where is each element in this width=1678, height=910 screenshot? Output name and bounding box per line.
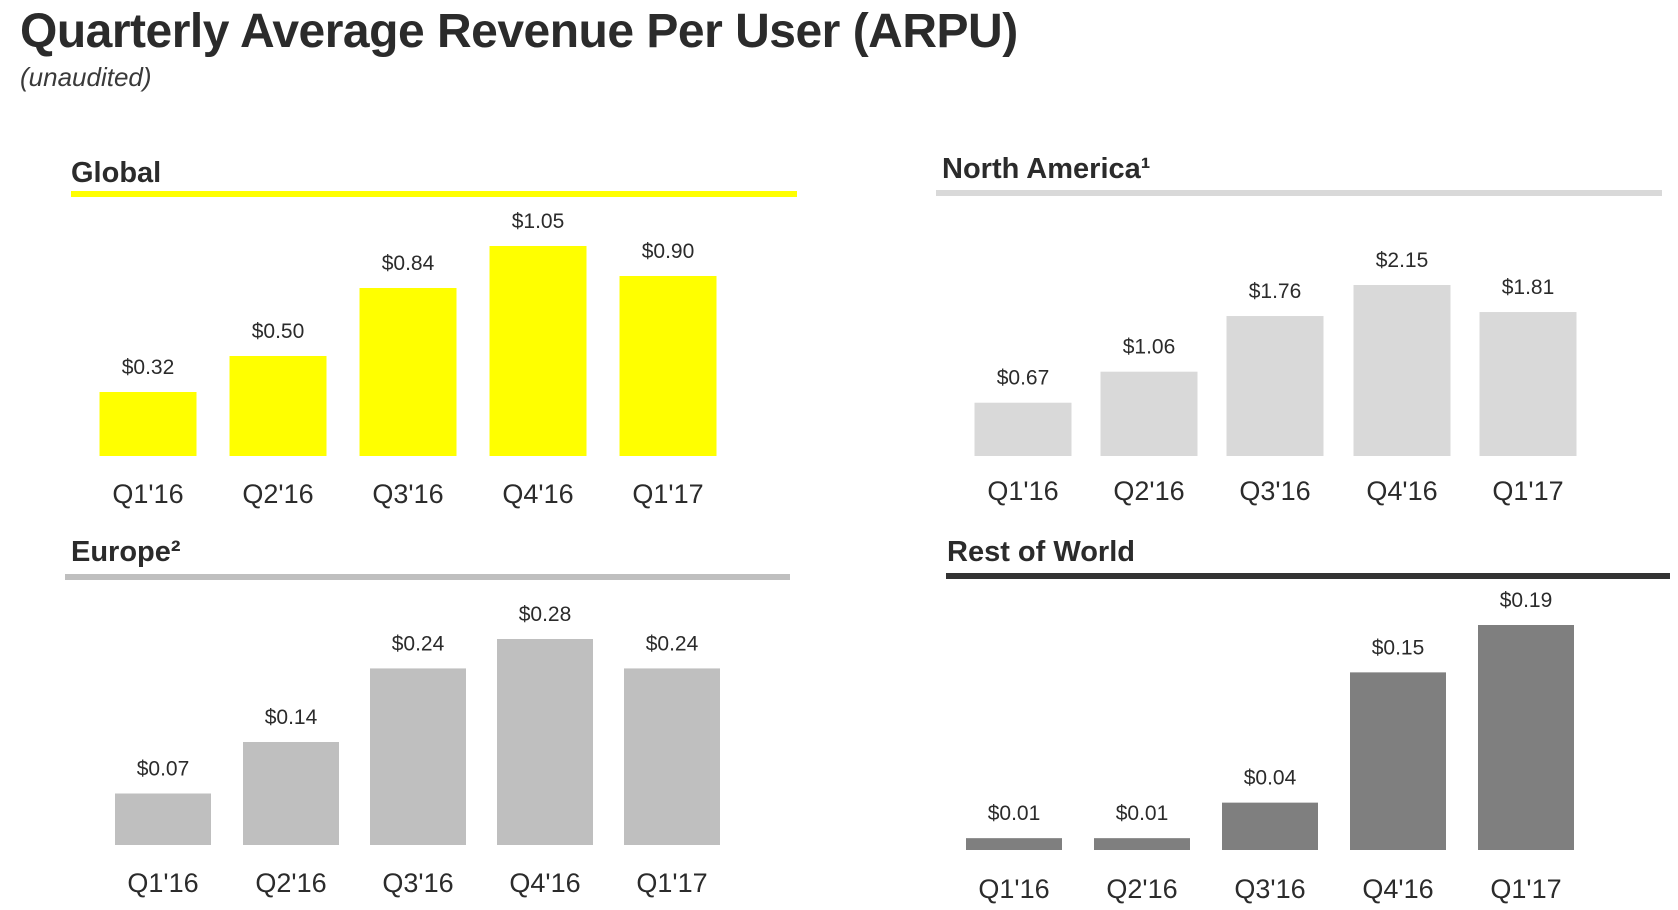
category-label-north-america: Q2'16 xyxy=(1113,476,1184,506)
bar-north-america xyxy=(974,402,1072,456)
bar-global xyxy=(99,392,197,456)
value-label-europe: $0.28 xyxy=(519,603,572,626)
bar-north-america xyxy=(1226,316,1324,456)
value-label-global: $0.84 xyxy=(382,252,435,275)
panel-title-europe: Europe² xyxy=(71,536,181,568)
value-label-europe: $0.24 xyxy=(646,632,699,655)
bar-north-america xyxy=(1353,285,1451,456)
bar-europe xyxy=(243,742,339,845)
category-label-europe: Q3'16 xyxy=(382,868,453,898)
value-label-rest-of-world: $0.04 xyxy=(1244,767,1297,790)
category-label-global: Q2'16 xyxy=(242,479,313,509)
bar-global xyxy=(489,246,587,456)
value-label-north-america: $2.15 xyxy=(1376,249,1429,272)
value-label-north-america: $0.67 xyxy=(997,367,1050,390)
value-label-global: $0.90 xyxy=(642,240,695,263)
value-label-rest-of-world: $0.15 xyxy=(1372,636,1425,659)
category-label-rest-of-world: Q1'16 xyxy=(978,874,1049,904)
bar-global xyxy=(359,288,457,456)
panel-title-north-america: North America¹ xyxy=(942,153,1150,185)
panel-title-rest-of-world: Rest of World xyxy=(947,536,1135,568)
category-label-europe: Q4'16 xyxy=(509,868,580,898)
bar-north-america xyxy=(1479,312,1577,456)
category-label-north-america: Q1'17 xyxy=(1492,476,1563,506)
value-label-north-america: $1.76 xyxy=(1249,280,1302,303)
category-label-rest-of-world: Q4'16 xyxy=(1362,874,1433,904)
category-label-north-america: Q4'16 xyxy=(1366,476,1437,506)
value-label-europe: $0.07 xyxy=(137,758,190,781)
bar-rest-of-world xyxy=(1222,802,1318,850)
panel-title-global: Global xyxy=(71,157,161,189)
category-label-rest-of-world: Q3'16 xyxy=(1234,874,1305,904)
category-label-global: Q1'16 xyxy=(112,479,183,509)
category-label-global: Q3'16 xyxy=(372,479,443,509)
panel-north-america: North America¹ $0.67 Q1'16 $1.06 Q2'16 $1.76 Q… xyxy=(936,153,1662,506)
category-label-europe: Q1'16 xyxy=(127,868,198,898)
value-label-global: $0.32 xyxy=(122,356,175,379)
bar-rest-of-world xyxy=(1350,672,1446,850)
value-label-rest-of-world: $0.01 xyxy=(988,802,1041,825)
category-label-rest-of-world: Q1'17 xyxy=(1490,874,1561,904)
category-label-global: Q4'16 xyxy=(502,479,573,509)
panel-rest-of-world: Rest of World $0.01 Q1'16 $0.01 Q2'16 $0.04 Q3… xyxy=(946,536,1670,904)
value-label-europe: $0.24 xyxy=(392,632,445,655)
bar-europe xyxy=(370,668,466,845)
category-label-europe: Q2'16 xyxy=(255,868,326,898)
bar-europe xyxy=(497,639,593,845)
bar-north-america xyxy=(1100,371,1198,456)
value-label-north-america: $1.06 xyxy=(1123,336,1176,359)
category-label-north-america: Q1'16 xyxy=(987,476,1058,506)
value-label-north-america: $1.81 xyxy=(1502,276,1555,299)
category-label-europe: Q1'17 xyxy=(636,868,707,898)
panel-europe: Europe² $0.07 Q1'16 $0.14 Q2'16 $0.24 Q3'16 $0.… xyxy=(65,536,790,898)
value-label-global: $1.05 xyxy=(512,210,565,233)
page-subtitle: (unaudited) xyxy=(20,62,152,92)
value-label-rest-of-world: $0.01 xyxy=(1116,802,1169,825)
page-title: Quarterly Average Revenue Per User (ARPU… xyxy=(20,5,1018,58)
bar-europe xyxy=(624,668,720,845)
value-label-europe: $0.14 xyxy=(265,706,318,729)
bar-rest-of-world xyxy=(1478,625,1574,850)
category-label-rest-of-world: Q2'16 xyxy=(1106,874,1177,904)
panel-global: Global $0.32 Q1'16 $0.50 Q2'16 $0.84 Q3'16 $1.0… xyxy=(71,157,797,509)
value-label-global: $0.50 xyxy=(252,320,305,343)
bar-rest-of-world xyxy=(966,838,1062,850)
category-label-north-america: Q3'16 xyxy=(1239,476,1310,506)
bar-rest-of-world xyxy=(1094,838,1190,850)
value-label-rest-of-world: $0.19 xyxy=(1500,589,1553,612)
bar-global xyxy=(619,276,717,456)
category-label-global: Q1'17 xyxy=(632,479,703,509)
bar-global xyxy=(229,356,327,456)
bar-europe xyxy=(115,793,211,845)
